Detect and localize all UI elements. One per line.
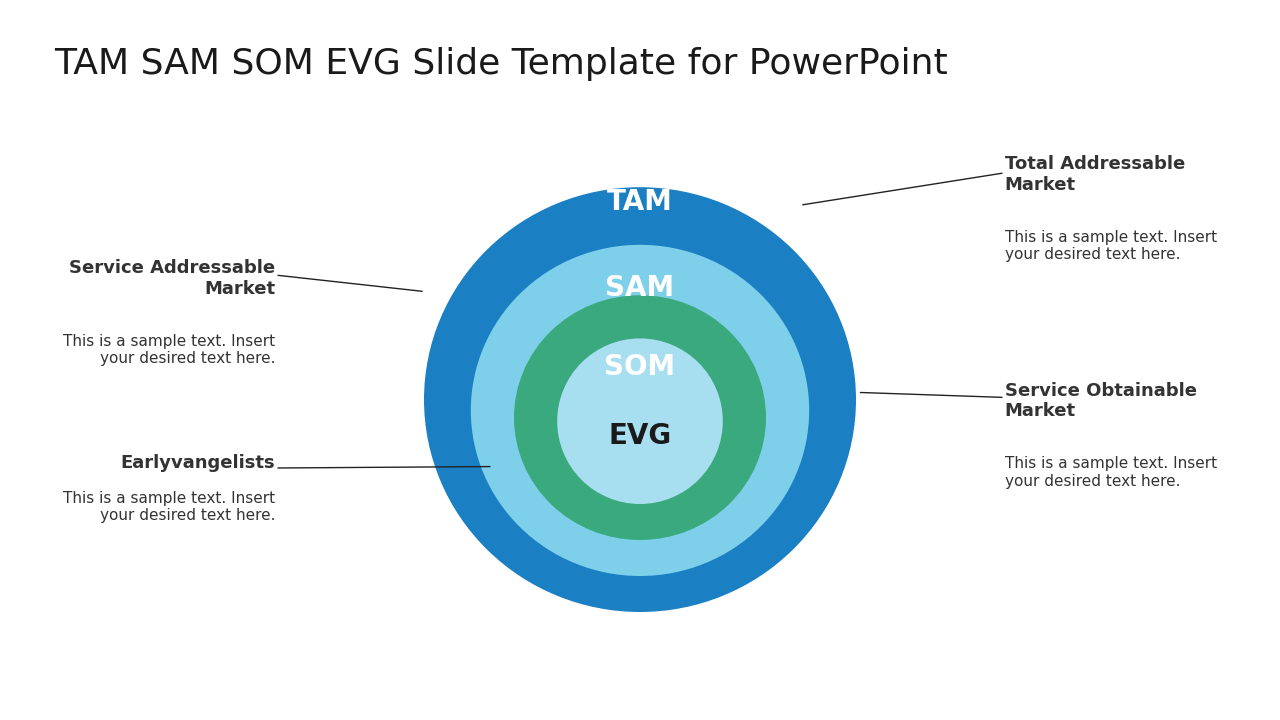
Text: Earlyvangelists: Earlyvangelists — [120, 454, 275, 472]
Text: TAM SAM SOM EVG Slide Template for PowerPoint: TAM SAM SOM EVG Slide Template for Power… — [54, 47, 947, 81]
Text: Service Addressable
Market: Service Addressable Market — [69, 259, 275, 298]
Text: Service Obtainable
Market: Service Obtainable Market — [1005, 382, 1197, 420]
Text: This is a sample text. Insert
your desired text here.: This is a sample text. Insert your desir… — [1005, 230, 1217, 262]
Text: This is a sample text. Insert
your desired text here.: This is a sample text. Insert your desir… — [63, 491, 275, 523]
Text: EVG: EVG — [608, 422, 672, 449]
Ellipse shape — [515, 295, 765, 540]
Ellipse shape — [557, 338, 723, 504]
Text: This is a sample text. Insert
your desired text here.: This is a sample text. Insert your desir… — [1005, 456, 1217, 489]
Text: This is a sample text. Insert
your desired text here.: This is a sample text. Insert your desir… — [63, 334, 275, 366]
Text: TAM: TAM — [607, 188, 673, 215]
Ellipse shape — [471, 245, 809, 576]
Text: Total Addressable
Market: Total Addressable Market — [1005, 155, 1185, 194]
Text: SAM: SAM — [605, 274, 675, 302]
Ellipse shape — [424, 187, 856, 612]
Text: SOM: SOM — [604, 354, 676, 381]
